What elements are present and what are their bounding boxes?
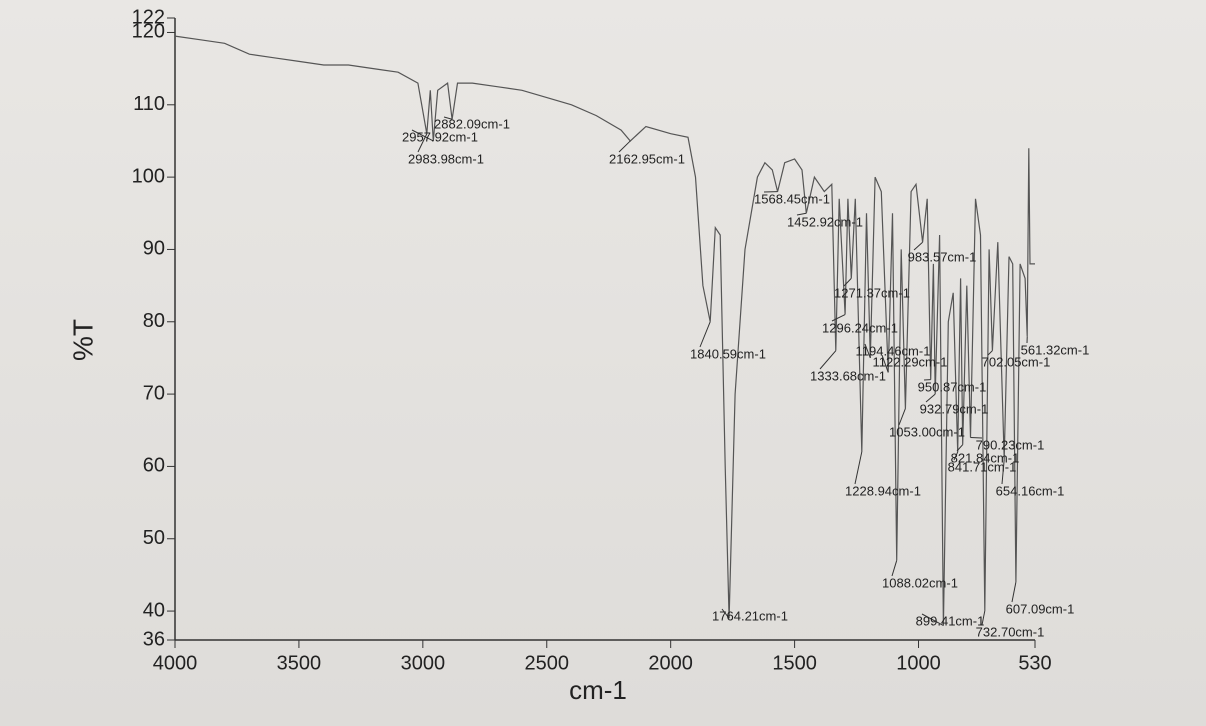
x-tick-label: 4000 (153, 652, 198, 674)
x-tick-label: 3000 (401, 652, 446, 674)
annotation-label: 899.41cm-1 (916, 613, 985, 628)
annotation-label: 1053.00cm-1 (889, 424, 965, 439)
annotation-label: 1764.21cm-1 (712, 608, 788, 623)
annotation-leader (854, 451, 863, 485)
annotation-label: 1296.24cm-1 (822, 320, 898, 335)
annotation-leader (819, 350, 837, 370)
annotation-label: 2957.92cm-1 (402, 129, 478, 144)
annotation-leader (618, 140, 631, 153)
annotation-label: 1452.92cm-1 (787, 214, 863, 229)
x-tick-label: 530 (1018, 652, 1051, 674)
x-tick-label: 3500 (277, 652, 322, 674)
annotation-label: 702.05cm-1 (982, 354, 1051, 369)
annotation-leader (987, 350, 993, 356)
y-tick-label: 70 (143, 382, 165, 404)
annotation-label: 607.09cm-1 (1006, 601, 1075, 616)
annotation-label: 1088.02cm-1 (882, 575, 958, 590)
x-tick-label: 2500 (525, 652, 570, 674)
annotation-label: 561.32cm-1 (1021, 342, 1090, 357)
annotation-leader (921, 613, 944, 626)
annotation-label: 1228.94cm-1 (845, 483, 921, 498)
annotation-leader (1011, 582, 1017, 603)
annotation-leader (925, 393, 936, 403)
annotation-label: 821.84cm-1 (951, 450, 1020, 465)
annotation-leader (699, 321, 711, 348)
annotation-label: 2162.95cm-1 (609, 151, 685, 166)
spectrum-line (174, 35, 1035, 626)
annotation-label: 950.87cm-1 (918, 379, 987, 394)
annotation-label: 1122.29cm-1 (873, 354, 948, 369)
y-tick-label: 90 (143, 238, 165, 260)
annotation-label: 1840.59cm-1 (690, 346, 766, 361)
annotation-label: 841.71cm-1 (948, 459, 1017, 474)
annotation-label: 732.70cm-1 (976, 624, 1045, 639)
annotation-leader (443, 116, 453, 120)
x-axis-label: cm-1 (569, 675, 627, 705)
annotation-label: 983.57cm-1 (908, 249, 977, 264)
y-tick-label: 100 (132, 165, 165, 187)
y-tick-label: 60 (143, 455, 165, 477)
annotation-label: 1271.37cm-1 (834, 285, 910, 300)
y-tick-label: 50 (143, 527, 165, 549)
annotation-leader (981, 610, 986, 626)
annotation-leader (891, 560, 898, 577)
annotation-leader (1001, 459, 1005, 485)
annotation-leader (411, 129, 434, 142)
annotation-leader (843, 278, 852, 287)
x-tick-label: 2000 (648, 652, 693, 674)
y-tick-label: 122 (132, 6, 165, 28)
x-tick-label: 1000 (896, 652, 941, 674)
annotation-leader (970, 436, 983, 439)
y-axis-label: %T (67, 319, 98, 361)
y-tick-label: 110 (133, 93, 165, 115)
annotation-label: 2882.09cm-1 (434, 116, 510, 131)
x-tick-label: 1500 (772, 652, 817, 674)
annotation-leader (956, 444, 964, 452)
annotation-leader (881, 354, 889, 373)
annotation-leader (913, 241, 923, 251)
annotation-leader (898, 408, 906, 426)
annotation-label: 1194.46cm-1 (856, 343, 931, 358)
annotation-label: 2983.98cm-1 (408, 151, 484, 166)
y-tick-label: 120 (132, 21, 165, 43)
annotation-leader (953, 451, 959, 461)
y-tick-label: 40 (143, 599, 165, 621)
annotation-label: 654.16cm-1 (996, 483, 1065, 498)
annotation-leader (796, 212, 807, 216)
y-tick-label: 80 (143, 310, 165, 332)
y-tick-label: 36 (143, 628, 165, 650)
annotation-label: 790.23cm-1 (976, 437, 1045, 452)
annotation-label: 1568.45cm-1 (754, 191, 830, 206)
annotation-label: 932.79cm-1 (920, 401, 989, 416)
annotation-leader (721, 608, 730, 619)
annotation-leader (864, 343, 871, 359)
annotation-leader (831, 314, 846, 322)
annotation-label: 1333.68cm-1 (810, 368, 886, 383)
